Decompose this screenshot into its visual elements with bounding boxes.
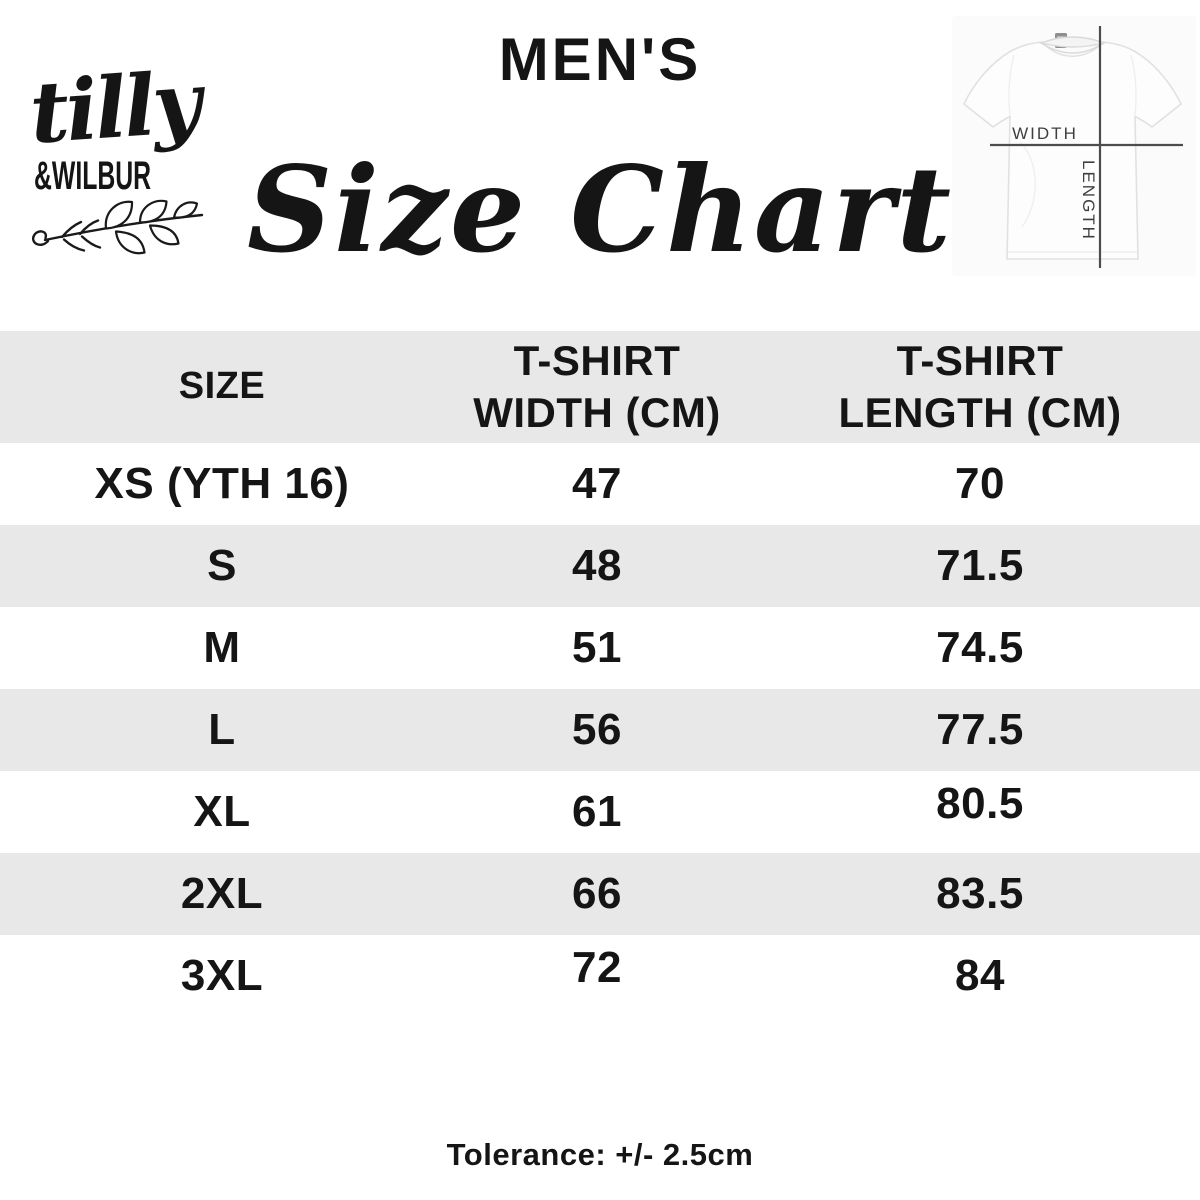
width-cell: 56 [572, 705, 622, 754]
header-width: T-SHIRT WIDTH (CM) [420, 335, 756, 439]
table-row-xl: XL 61 80.5 [0, 771, 1200, 853]
header-width-line1: T-SHIRT [513, 336, 681, 384]
width-cell: 51 [572, 623, 622, 672]
size-cell: S [207, 541, 237, 590]
table-header-row: SIZE T-SHIRT WIDTH (CM) T-SHIRT LENGTH (… [0, 331, 1200, 443]
length-label: LENGTH [1079, 160, 1098, 241]
length-cell: 77.5 [936, 705, 1024, 754]
length-cell: 80.5 [936, 779, 1024, 828]
laurel-branch-icon [31, 199, 204, 255]
brand-logo: tilly &WILBUR [27, 46, 268, 261]
width-cell: 48 [572, 541, 622, 590]
category-title: MEN'S [498, 25, 702, 93]
width-label: WIDTH [1012, 124, 1078, 143]
length-cell: 83.5 [936, 869, 1024, 918]
size-cell: XL [193, 787, 251, 836]
tshirt-measurement-diagram: WIDTH LENGTH [950, 12, 1198, 280]
table-row-m: M 51 74.5 [0, 607, 1200, 689]
size-cell: 2XL [180, 869, 264, 918]
page-title: Size Chart [246, 139, 954, 279]
length-cell: 70 [955, 459, 1005, 508]
header-size: SIZE [178, 365, 266, 408]
size-cell: XS (YTH 16) [94, 459, 350, 508]
size-table: SIZE T-SHIRT WIDTH (CM) T-SHIRT LENGTH (… [0, 331, 1200, 1017]
brand-name-caps: &WILBUR [34, 154, 152, 198]
header-length-line1: T-SHIRT [896, 336, 1064, 384]
width-cell: 47 [572, 459, 622, 508]
size-cell: L [208, 705, 236, 754]
header-width-line2: WIDTH (CM) [473, 389, 721, 436]
header-length: T-SHIRT LENGTH (CM) [756, 335, 1200, 439]
length-cell: 71.5 [936, 541, 1024, 590]
table-row-l: L 56 77.5 [0, 689, 1200, 771]
size-cell: 3XL [180, 951, 264, 1000]
tshirt-graphic: WIDTH LENGTH [952, 16, 1196, 276]
width-cell: 61 [572, 787, 622, 836]
table-row-s: S 48 71.5 [0, 525, 1200, 607]
header-length-line2: LENGTH (CM) [838, 389, 1122, 436]
table-row-xs: XS (YTH 16) 47 70 [0, 443, 1200, 525]
tshirt-body [963, 41, 1182, 260]
width-cell: 66 [572, 869, 622, 918]
table-row-2xl: 2XL 66 83.5 [0, 853, 1200, 935]
collar-front [1040, 42, 1105, 54]
length-cell: 84 [955, 951, 1005, 1000]
length-cell: 74.5 [936, 623, 1024, 672]
width-cell: 72 [572, 943, 622, 992]
tolerance-note: Tolerance: +/- 2.5cm [446, 1137, 754, 1172]
tshirt-seams [1008, 54, 1137, 253]
size-cell: M [203, 623, 241, 672]
table-row-3xl: 3XL 72 84 [0, 935, 1200, 1017]
